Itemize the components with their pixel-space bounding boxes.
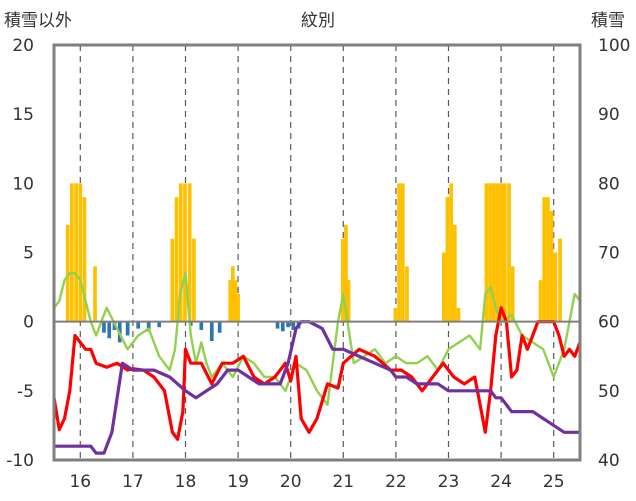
right-tick-label: 90 (598, 105, 620, 125)
x-tick-labels: 16 17 18 19 20 21 22 23 24 25 (69, 472, 564, 492)
snowfall-bar (178, 183, 183, 322)
x-tick-label-16: 16 (69, 472, 91, 492)
left-axis-label: 積雪以外 (4, 11, 72, 31)
x-tick-label-17: 17 (122, 472, 144, 492)
snowfall-bar (82, 197, 87, 322)
snowfall-bar (93, 266, 97, 322)
snowfall-bar (510, 266, 515, 322)
snowfall-bar (491, 183, 496, 322)
rain-bar (146, 321, 151, 332)
rain-bar (136, 321, 141, 329)
snowfall-bar (445, 197, 450, 322)
rain-bar (209, 321, 214, 342)
right-tick-label: 60 (598, 313, 620, 333)
left-tick-label: -10 (6, 451, 34, 471)
x-tick-label-23: 23 (438, 472, 460, 492)
snowfall-bar (499, 183, 503, 322)
x-tick-label-20: 20 (280, 472, 302, 492)
x-tick-label-25: 25 (543, 472, 565, 492)
snowfall-bar (542, 197, 547, 322)
left-tick-label: 5 (23, 244, 34, 264)
right-tick-labels: 100 90 80 70 60 50 40 (598, 36, 630, 471)
snowfall-bar (183, 183, 187, 322)
right-tick-label: 40 (598, 451, 620, 471)
snowfall-bar (553, 252, 558, 322)
snowfall-bar (502, 183, 507, 322)
snowfall-bar (230, 266, 235, 322)
snowfall-bar (495, 183, 500, 322)
x-tick-label-19: 19 (227, 472, 249, 492)
x-tick-label-18: 18 (175, 472, 197, 492)
left-tick-label: 0 (23, 313, 34, 333)
right-tick-label: 50 (598, 382, 620, 402)
snowfall-bar (170, 238, 175, 322)
left-tick-label: -5 (17, 382, 34, 402)
rain-bar (280, 321, 285, 332)
snowfall-bar (70, 183, 74, 322)
snowfall-bar (65, 224, 70, 322)
snowfall-bar (400, 183, 405, 322)
snowfall-bar (344, 224, 348, 322)
snowfall-bar (452, 224, 457, 322)
x-tick-label-21: 21 (332, 472, 354, 492)
snowfall-bar (74, 183, 78, 322)
snowfall-bar (174, 197, 179, 322)
snowfall-bar (393, 307, 398, 322)
snowfall-bar (456, 307, 461, 322)
snowfall-bar (484, 183, 489, 322)
left-tick-label: 10 (12, 174, 34, 194)
rain-bars (102, 321, 301, 343)
x-tick-label-22: 22 (385, 472, 407, 492)
snowfall-bar (346, 280, 351, 322)
snowfall-bar (233, 280, 238, 322)
snowfall-bar (449, 183, 453, 322)
plot-frame (52, 43, 582, 462)
left-tick-labels: 20 15 10 5 0 -5 -10 (6, 36, 34, 471)
series-lines (52, 272, 582, 455)
x-tick-label-24: 24 (490, 472, 512, 492)
right-axis-label: 積雪 (591, 11, 625, 31)
rain-bar (286, 321, 290, 328)
rain-bar (125, 321, 130, 336)
right-tick-label: 100 (598, 36, 630, 56)
chart-title: 紋別 (301, 11, 335, 31)
snowfall-bar (441, 252, 446, 322)
snowfall-bar (340, 238, 345, 322)
rain-bar (291, 321, 296, 330)
vertical-gridlines (79, 45, 555, 460)
rain-bar (217, 321, 222, 333)
right-tick-label: 80 (598, 174, 620, 194)
rain-bar (275, 321, 280, 329)
snowfall-bar (558, 238, 562, 322)
snowfall-bar (228, 280, 233, 322)
purple-series-line (54, 320, 580, 455)
snowfall-bar (187, 183, 192, 322)
snowfall-bar (549, 211, 554, 322)
snowfall-bar (507, 183, 511, 322)
rain-bar (199, 321, 204, 330)
rain-bar (157, 321, 162, 328)
red-series-line (52, 306, 582, 441)
right-tick-label: 70 (598, 244, 620, 264)
snowfall-bar (236, 294, 240, 322)
snowfall-bars (65, 183, 562, 322)
rain-bar (107, 321, 112, 339)
rain-bar (102, 321, 106, 333)
snowfall-bar (488, 183, 492, 322)
snowfall-bar (538, 280, 543, 322)
left-tick-label: 15 (12, 105, 34, 125)
snowfall-bar (405, 266, 409, 322)
left-tick-label: 20 (12, 36, 34, 56)
snowfall-bar (192, 238, 196, 322)
snowfall-bar (78, 183, 83, 322)
snowfall-bar (546, 197, 550, 322)
snowfall-bar (397, 183, 401, 322)
